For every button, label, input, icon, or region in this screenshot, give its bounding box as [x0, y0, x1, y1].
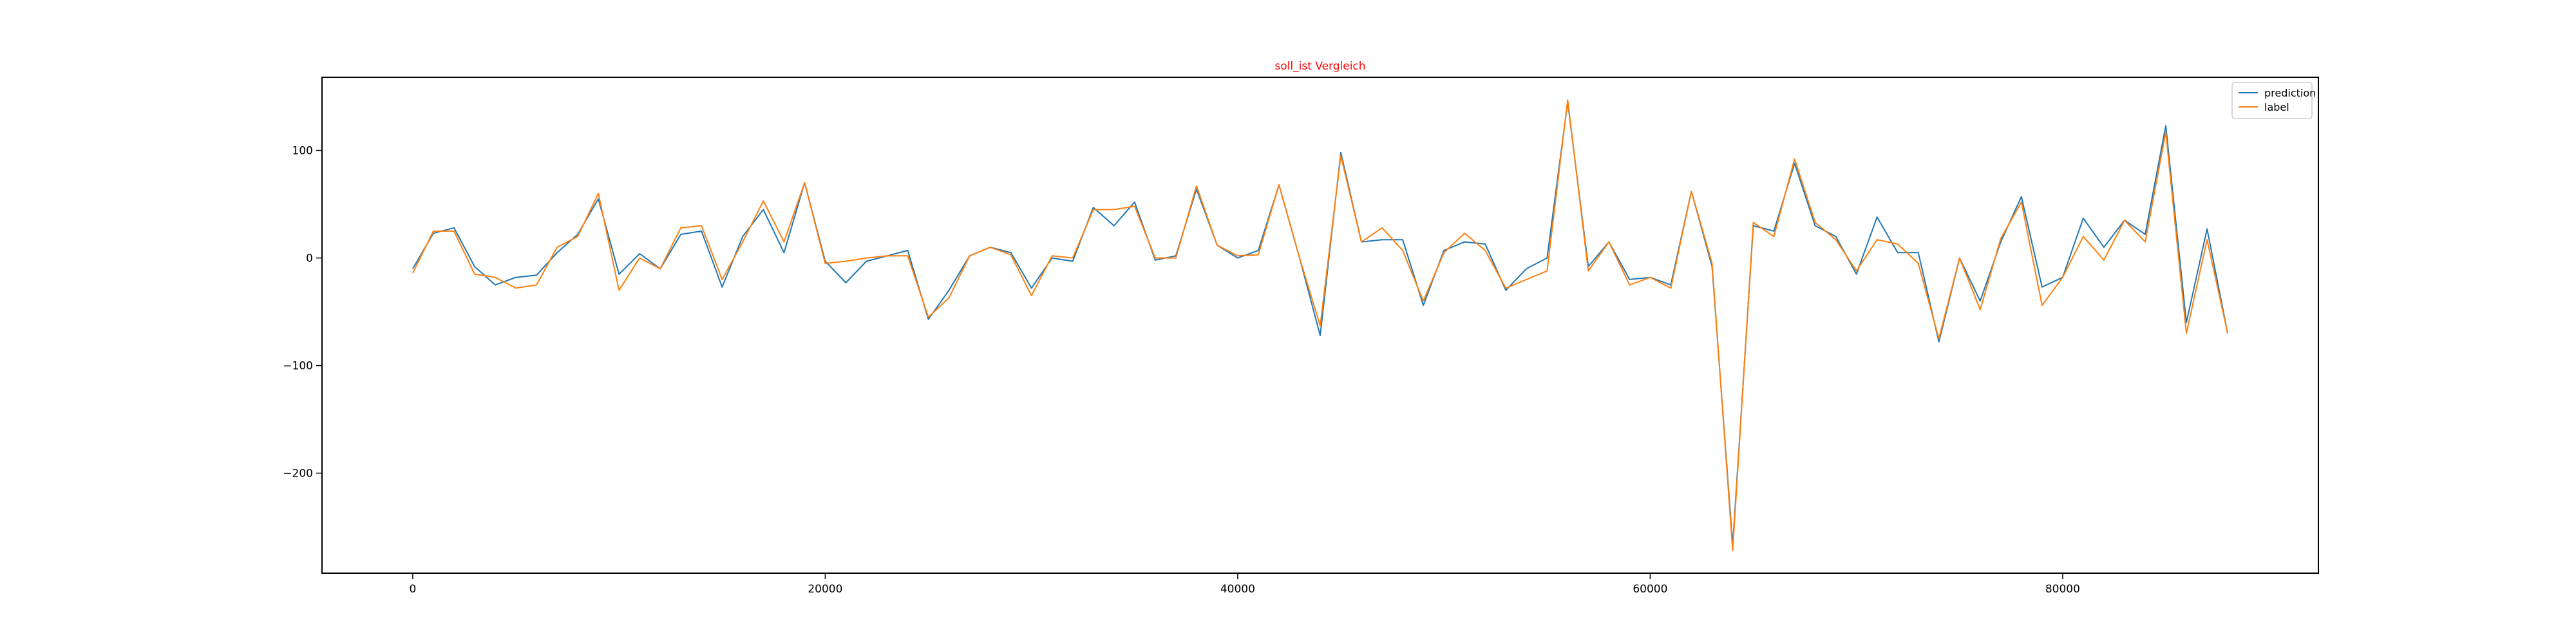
y-tick-label: 0: [306, 252, 313, 265]
series-line-prediction: [412, 101, 2229, 546]
legend: prediction label: [2231, 82, 2316, 119]
legend-label-prediction: prediction: [2264, 87, 2316, 99]
chart-title: soll_ist Vergleich: [1274, 60, 1365, 73]
series-layer: [412, 99, 2229, 551]
y-tick-label: 100: [292, 145, 313, 158]
x-tick-label: 60000: [1633, 583, 1667, 596]
x-tick-label: 0: [409, 583, 416, 596]
y-tick-label: −200: [283, 468, 313, 480]
x-tick-label: 20000: [808, 583, 842, 596]
plot-frame: [321, 77, 2319, 574]
legend-label-label: label: [2264, 101, 2289, 113]
axes-layer: 0 20000 40000 60000 80000 100 0 −100 −200: [283, 77, 2319, 596]
x-tick-label: 40000: [1220, 583, 1255, 596]
legend-box: [2231, 82, 2313, 119]
y-tick-label: −100: [283, 360, 313, 373]
x-tick-label: 80000: [2045, 583, 2080, 596]
series-line-label: [412, 99, 2229, 551]
